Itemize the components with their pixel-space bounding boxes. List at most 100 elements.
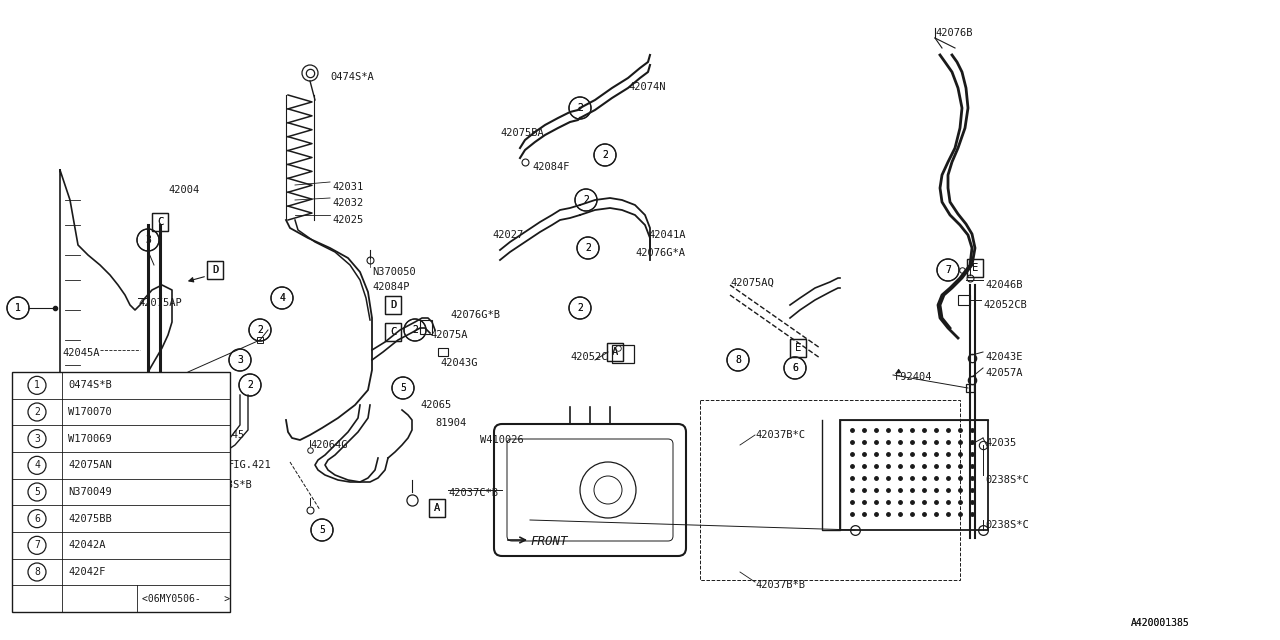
Text: 2: 2: [585, 243, 591, 253]
Text: F92404: F92404: [895, 372, 933, 382]
Text: 3: 3: [145, 235, 151, 245]
Text: 2: 2: [577, 303, 582, 313]
Text: 1: 1: [15, 303, 20, 313]
Text: A: A: [612, 347, 618, 357]
Text: 1: 1: [15, 303, 20, 313]
Text: W170069: W170069: [68, 434, 111, 444]
Text: W170070: W170070: [68, 407, 111, 417]
Text: 2: 2: [412, 325, 419, 335]
Text: 2: 2: [577, 103, 582, 113]
Bar: [207, 261, 223, 279]
Text: 8: 8: [35, 567, 40, 577]
Text: C: C: [390, 327, 396, 337]
Text: 2: 2: [577, 103, 582, 113]
Text: 42037C*B: 42037C*B: [448, 488, 498, 498]
Text: N370049: N370049: [68, 487, 111, 497]
Bar: [207, 261, 223, 279]
Text: 2: 2: [585, 243, 591, 253]
Text: 42076G*B: 42076G*B: [451, 310, 500, 320]
Text: 2: 2: [412, 325, 419, 335]
Text: 42027: 42027: [492, 230, 524, 240]
Text: 8: 8: [735, 355, 741, 365]
Text: C: C: [157, 217, 163, 227]
Text: W410026: W410026: [480, 435, 524, 445]
Bar: [429, 499, 445, 517]
Bar: [957, 295, 970, 305]
Text: 42042F: 42042F: [68, 567, 105, 577]
Text: 0238S*C: 0238S*C: [986, 475, 1029, 485]
Text: 42037B*C: 42037B*C: [755, 430, 805, 440]
Text: 42075AP: 42075AP: [138, 298, 182, 308]
Text: E: E: [972, 263, 978, 273]
Text: 42075A: 42075A: [430, 330, 467, 340]
Text: 81904: 81904: [435, 418, 466, 428]
Text: D: D: [390, 300, 396, 310]
Text: 2: 2: [247, 380, 253, 390]
Text: 42052C: 42052C: [570, 352, 608, 362]
Text: 42076G*A: 42076G*A: [635, 248, 685, 258]
Text: 42075AQ: 42075AQ: [730, 278, 773, 288]
Text: A: A: [434, 503, 440, 513]
Text: 42064G: 42064G: [310, 440, 347, 450]
Bar: [966, 259, 983, 277]
Bar: [607, 343, 623, 361]
Text: 42057A: 42057A: [986, 368, 1023, 378]
Text: 2: 2: [577, 303, 582, 313]
Text: 42064I: 42064I: [189, 378, 227, 388]
Text: 5: 5: [319, 525, 325, 535]
Text: 1: 1: [35, 380, 40, 390]
Bar: [385, 323, 401, 341]
Bar: [429, 499, 445, 517]
Bar: [152, 213, 168, 231]
Bar: [152, 213, 168, 231]
Text: 4: 4: [35, 460, 40, 470]
Text: 0238S*C: 0238S*C: [986, 520, 1029, 530]
Text: 42037B*B: 42037B*B: [755, 580, 805, 590]
Text: 6: 6: [792, 363, 797, 373]
Text: 42074N: 42074N: [628, 82, 666, 92]
Text: 2: 2: [584, 195, 589, 205]
Text: 3: 3: [237, 355, 243, 365]
Bar: [700, 400, 960, 580]
Bar: [840, 420, 988, 530]
Text: 2: 2: [35, 407, 40, 417]
Text: A: A: [612, 347, 618, 357]
Text: 5: 5: [401, 383, 406, 393]
Text: 6: 6: [792, 363, 797, 373]
Text: 42084P: 42084P: [372, 282, 410, 292]
Text: 7: 7: [945, 265, 951, 275]
Text: 7: 7: [945, 265, 951, 275]
Text: 42035: 42035: [986, 438, 1016, 448]
Text: 2: 2: [602, 150, 608, 160]
Bar: [966, 259, 983, 277]
Text: 2: 2: [257, 325, 262, 335]
Text: E: E: [972, 263, 978, 273]
Bar: [385, 296, 401, 314]
Text: 3: 3: [145, 235, 151, 245]
Text: FRONT: FRONT: [530, 535, 567, 548]
Text: 42025: 42025: [332, 215, 364, 225]
Bar: [612, 345, 634, 363]
Text: E: E: [795, 343, 801, 353]
Text: N370050: N370050: [372, 267, 416, 277]
Text: 2: 2: [584, 195, 589, 205]
Text: A420001385: A420001385: [1132, 618, 1190, 628]
Bar: [438, 348, 448, 356]
Text: 0474S*B: 0474S*B: [68, 380, 111, 390]
Text: D: D: [212, 265, 218, 275]
Text: 3: 3: [237, 355, 243, 365]
Text: 42004: 42004: [168, 185, 200, 195]
Text: 3: 3: [35, 434, 40, 444]
Text: 42075AN: 42075AN: [68, 460, 111, 470]
Text: <06MY0506-    >: <06MY0506- >: [142, 594, 230, 604]
Bar: [420, 320, 433, 334]
Bar: [790, 339, 806, 357]
Text: 42045: 42045: [212, 430, 244, 440]
Bar: [12, 372, 230, 612]
Text: 42052CB: 42052CB: [983, 300, 1027, 310]
Text: 42032: 42032: [332, 198, 364, 208]
Text: 7: 7: [35, 540, 40, 550]
Text: 42075BB: 42075BB: [68, 514, 111, 524]
Text: 42031: 42031: [332, 182, 364, 192]
Text: A: A: [434, 503, 440, 513]
